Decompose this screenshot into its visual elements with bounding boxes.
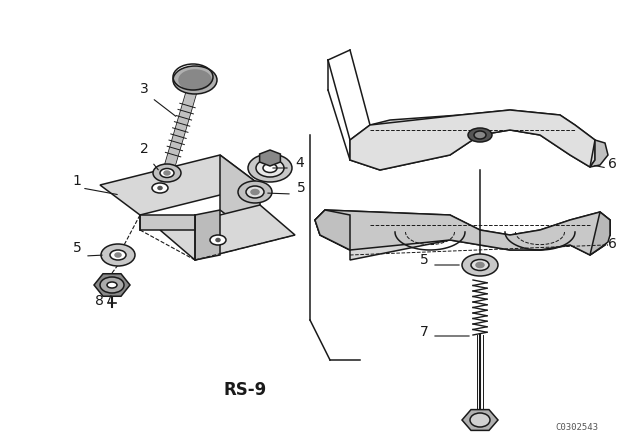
Polygon shape [160,205,295,260]
Ellipse shape [100,277,124,293]
Ellipse shape [160,168,174,177]
Polygon shape [462,409,498,431]
Ellipse shape [256,159,284,177]
Text: 6: 6 [608,237,617,251]
Polygon shape [165,78,200,166]
Ellipse shape [238,181,272,203]
Text: 1: 1 [72,174,81,188]
Ellipse shape [152,183,168,193]
Ellipse shape [476,263,484,267]
Ellipse shape [101,244,135,266]
Text: 2: 2 [140,142,148,156]
Text: C0302543: C0302543 [555,423,598,432]
Ellipse shape [115,253,121,257]
Polygon shape [94,274,130,296]
Ellipse shape [210,235,226,245]
Ellipse shape [110,250,126,260]
Text: 5: 5 [420,253,429,267]
Polygon shape [260,150,280,166]
Ellipse shape [158,186,162,190]
Text: 3: 3 [140,82,148,96]
Text: RS-9: RS-9 [223,381,267,399]
Polygon shape [590,212,610,255]
Polygon shape [315,210,610,255]
Ellipse shape [474,131,486,139]
Ellipse shape [470,413,490,427]
Ellipse shape [471,259,489,271]
Polygon shape [100,155,260,215]
Text: 4: 4 [295,156,304,170]
Ellipse shape [263,164,277,172]
Ellipse shape [153,164,181,182]
Polygon shape [140,215,195,230]
Polygon shape [315,210,350,250]
Text: 7: 7 [420,325,429,339]
Polygon shape [220,155,260,240]
Text: 6: 6 [608,157,617,171]
Text: 8: 8 [95,294,104,308]
Ellipse shape [216,238,220,241]
Text: 5: 5 [73,241,82,255]
Polygon shape [195,210,220,260]
Polygon shape [350,110,595,170]
Ellipse shape [173,66,217,94]
Text: 5: 5 [297,181,306,195]
Ellipse shape [468,128,492,142]
Ellipse shape [462,254,498,276]
Polygon shape [350,110,595,170]
Polygon shape [315,210,610,260]
Ellipse shape [251,190,259,194]
Ellipse shape [107,282,117,288]
Ellipse shape [246,186,264,198]
Ellipse shape [164,171,170,175]
Ellipse shape [179,70,211,90]
Polygon shape [590,140,608,167]
Ellipse shape [248,154,292,182]
